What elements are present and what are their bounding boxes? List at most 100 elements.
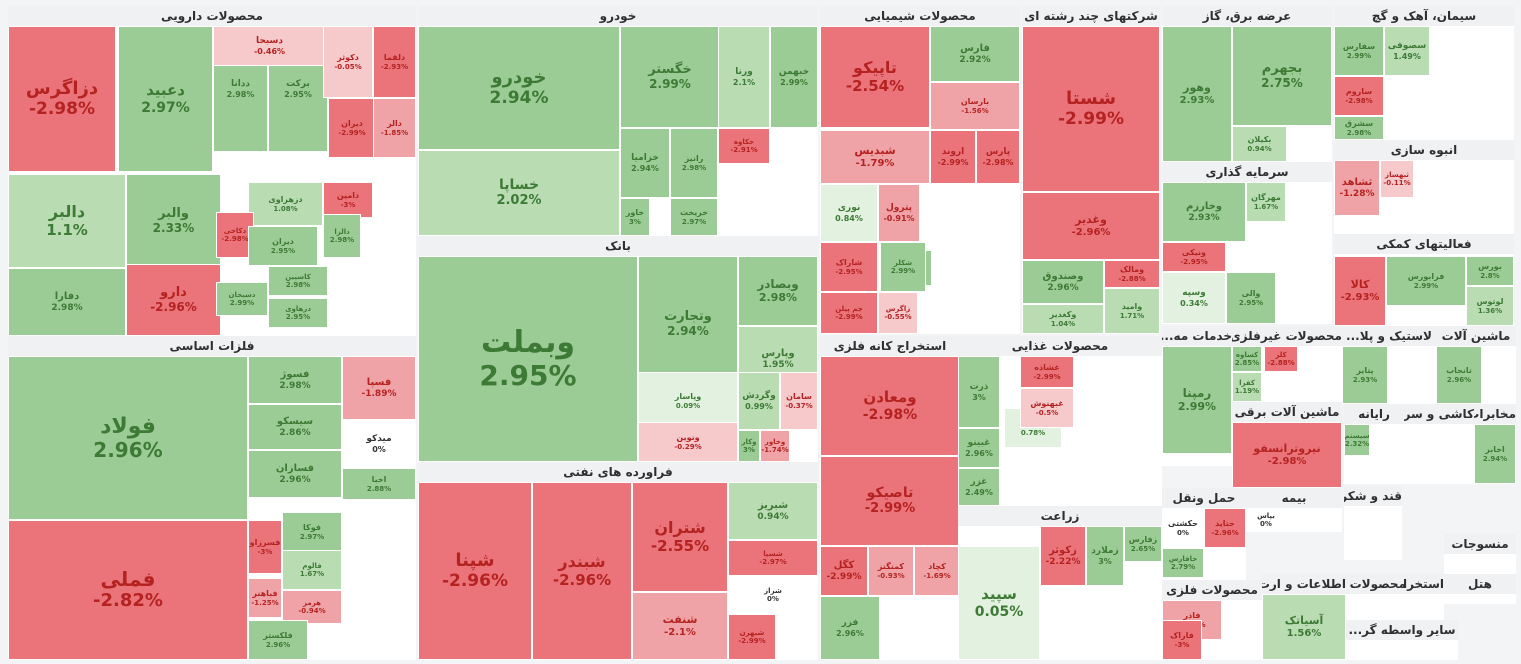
stock-tile[interactable]: شبریز 0.94%: [728, 482, 818, 540]
stock-tile[interactable]: ورنا 2.1%: [718, 26, 770, 128]
stock-tile[interactable]: والبر 2.33%: [126, 174, 221, 268]
stock-tile[interactable]: شسپا -2.97%: [728, 540, 818, 576]
stock-tile[interactable]: دزهراوی 1.08%: [248, 182, 323, 226]
stock-tile[interactable]: دعبید 2.97%: [118, 26, 213, 172]
stock-tile[interactable]: وبصادر 2.98%: [738, 256, 818, 326]
stock-tile[interactable]: شنفت -2.1%: [632, 592, 728, 660]
stock-tile[interactable]: بکیلان 0.94%: [1232, 126, 1287, 162]
stock-tile[interactable]: ومالک -2.88%: [1104, 260, 1160, 288]
sector-title[interactable]: رایانه: [1344, 404, 1404, 424]
stock-tile[interactable]: فولاد 2.96%: [8, 356, 248, 520]
stock-tile[interactable]: بورس 2.8%: [1466, 256, 1514, 286]
stock-tile[interactable]: سشرق 2.98%: [1334, 116, 1384, 140]
stock-tile[interactable]: کگل -2.99%: [820, 546, 868, 596]
stock-tile[interactable]: فباهنر -1.25%: [248, 578, 282, 618]
stock-tile[interactable]: زملارد 3%: [1086, 526, 1124, 586]
stock-tile[interactable]: دالبر 1.1%: [8, 174, 126, 268]
stock-tile[interactable]: پتایر 2.93%: [1342, 346, 1388, 404]
stock-tile[interactable]: رانیز 2.98%: [670, 128, 718, 198]
stock-tile[interactable]: فسپا -1.89%: [342, 356, 416, 420]
stock-tile[interactable]: شبندر -2.96%: [532, 482, 632, 660]
sector-title[interactable]: محصولات دارویی: [8, 6, 416, 26]
stock-tile[interactable]: دفارا 2.98%: [8, 268, 126, 336]
stock-tile[interactable]: وخاور -1.74%: [760, 430, 790, 462]
sector-title[interactable]: شرکتهای چند رشته ای: [1022, 6, 1160, 26]
stock-tile[interactable]: کمنگنز -0.93%: [868, 546, 914, 596]
stock-tile[interactable]: شکلر 2.99%: [880, 242, 926, 292]
stock-tile[interactable]: فالوم 1.67%: [282, 550, 342, 590]
stock-tile[interactable]: آسیاتک 1.56%: [1262, 594, 1346, 660]
sector-title[interactable]: سیمان، آهک و گچ: [1334, 6, 1514, 26]
stock-tile[interactable]: وگردش 0.99%: [738, 372, 780, 430]
stock-tile[interactable]: ونوین -0.29%: [638, 422, 738, 462]
stock-tile[interactable]: شراز 0%: [728, 576, 818, 614]
stock-tile[interactable]: وبملت 2.95%: [418, 256, 638, 462]
stock-tile[interactable]: فوکا 2.97%: [282, 512, 342, 552]
stock-tile[interactable]: وپاسار 0.09%: [638, 372, 738, 430]
sector-title[interactable]: اطلاعات و ارت...: [1262, 574, 1346, 594]
stock-tile[interactable]: خاور 3%: [620, 198, 650, 236]
sector-title[interactable]: ماشین آلات برقی: [1232, 402, 1342, 422]
stock-tile[interactable]: غشاذه -2.99%: [1020, 356, 1074, 388]
stock-tile[interactable]: پترول -0.91%: [878, 184, 920, 242]
stock-tile[interactable]: فسوژ 2.98%: [248, 356, 342, 404]
stock-tile[interactable]: شستا -2.99%: [1022, 26, 1160, 192]
stock-tile[interactable]: شتران -2.55%: [632, 482, 728, 592]
stock-tile[interactable]: ساروم -2.98%: [1334, 76, 1384, 116]
stock-tile[interactable]: شبدیس -1.79%: [820, 130, 930, 184]
stock-tile[interactable]: خزامیا 2.94%: [620, 128, 670, 198]
stock-tile[interactable]: کلر -2.88%: [1264, 346, 1298, 372]
stock-tile[interactable]: فزر 2.96%: [820, 596, 880, 660]
stock-tile[interactable]: سصوفی 1.49%: [1384, 26, 1430, 76]
stock-tile[interactable]: سپید 0.05%: [958, 546, 1040, 660]
sector-title[interactable]: فعالیتهای کمکی: [1334, 234, 1514, 254]
stock-tile[interactable]: حافارس 2.79%: [1162, 548, 1204, 578]
stock-tile[interactable]: دالر -1.85%: [373, 98, 416, 158]
stock-tile[interactable]: شبهرن -2.99%: [728, 614, 776, 660]
sector-title[interactable]: زراعت: [958, 506, 1162, 526]
stock-tile[interactable]: دیران -2.99%: [328, 98, 376, 158]
stock-tile[interactable]: اخابر 2.94%: [1474, 424, 1516, 484]
sector-title[interactable]: فراورده های نفتی: [418, 462, 818, 482]
sector-title[interactable]: منسوجات: [1444, 534, 1516, 554]
sector-title[interactable]: کاشی و سر...: [1404, 404, 1474, 424]
stock-tile[interactable]: سیسکو 2.86%: [248, 404, 342, 450]
sector-title[interactable]: هتل: [1444, 574, 1516, 594]
stock-tile[interactable]: والی 2.95%: [1226, 272, 1276, 324]
stock-tile[interactable]: شاراک -2.95%: [820, 242, 878, 292]
stock-tile[interactable]: وکغدیر 1.04%: [1022, 304, 1104, 334]
stock-tile[interactable]: زکوثر -2.22%: [1040, 526, 1086, 586]
stock-tile[interactable]: هرمز -0.94%: [282, 590, 342, 624]
stock-tile[interactable]: ثبهساز -0.11%: [1380, 160, 1414, 198]
stock-tile[interactable]: غبهنوش -0.5%: [1020, 388, 1074, 428]
stock-tile[interactable]: درهاوی 2.95%: [268, 298, 328, 328]
stock-tile[interactable]: خساپا 2.02%: [418, 150, 620, 236]
stock-tile[interactable]: دلقما -2.93%: [373, 26, 416, 98]
sector-title[interactable]: حمل ونقل: [1162, 488, 1246, 508]
stock-tile[interactable]: زاگرس -0.55%: [878, 292, 918, 334]
stock-tile[interactable]: اروند -2.99%: [930, 130, 976, 184]
stock-tile[interactable]: وتجارت 2.94%: [638, 256, 738, 392]
stock-tile[interactable]: وامید 1.71%: [1104, 288, 1160, 334]
sector-title[interactable]: مخابرات: [1474, 404, 1516, 424]
stock-tile[interactable]: سامان -0.37%: [780, 372, 818, 430]
stock-tile[interactable]: سیستم 2.32%: [1344, 424, 1370, 456]
stock-tile[interactable]: وصندوق 2.96%: [1022, 260, 1104, 304]
stock-tile[interactable]: دیران 2.95%: [248, 226, 318, 266]
stock-tile[interactable]: رمپنا 2.99%: [1162, 346, 1232, 454]
sector-title[interactable]: ماشین آلات: [1436, 326, 1516, 346]
stock-tile[interactable]: ثشاهد -1.28%: [1334, 160, 1380, 216]
stock-tile[interactable]: میدکو 0%: [342, 420, 416, 468]
stock-tile[interactable]: دامین -3%: [323, 182, 373, 218]
stock-tile[interactable]: دکوثر -0.05%: [323, 26, 373, 98]
stock-tile[interactable]: بارسان -1.56%: [930, 82, 1020, 130]
stock-tile[interactable]: کاسپین 2.98%: [268, 266, 328, 296]
sector-title[interactable]: سرمایه گذاری: [1162, 162, 1332, 182]
stock-tile[interactable]: فارس 2.92%: [930, 26, 1020, 82]
stock-tile[interactable]: کچاد -1.69%: [914, 546, 960, 596]
sector-title[interactable]: بیمه: [1246, 488, 1342, 508]
stock-tile[interactable]: دسبحان 2.99%: [216, 282, 268, 316]
stock-tile[interactable]: خکاوه -2.91%: [718, 128, 770, 164]
stock-tile[interactable]: وسپه 0.34%: [1162, 272, 1226, 324]
stock-tile[interactable]: وهور 2.93%: [1162, 26, 1232, 162]
